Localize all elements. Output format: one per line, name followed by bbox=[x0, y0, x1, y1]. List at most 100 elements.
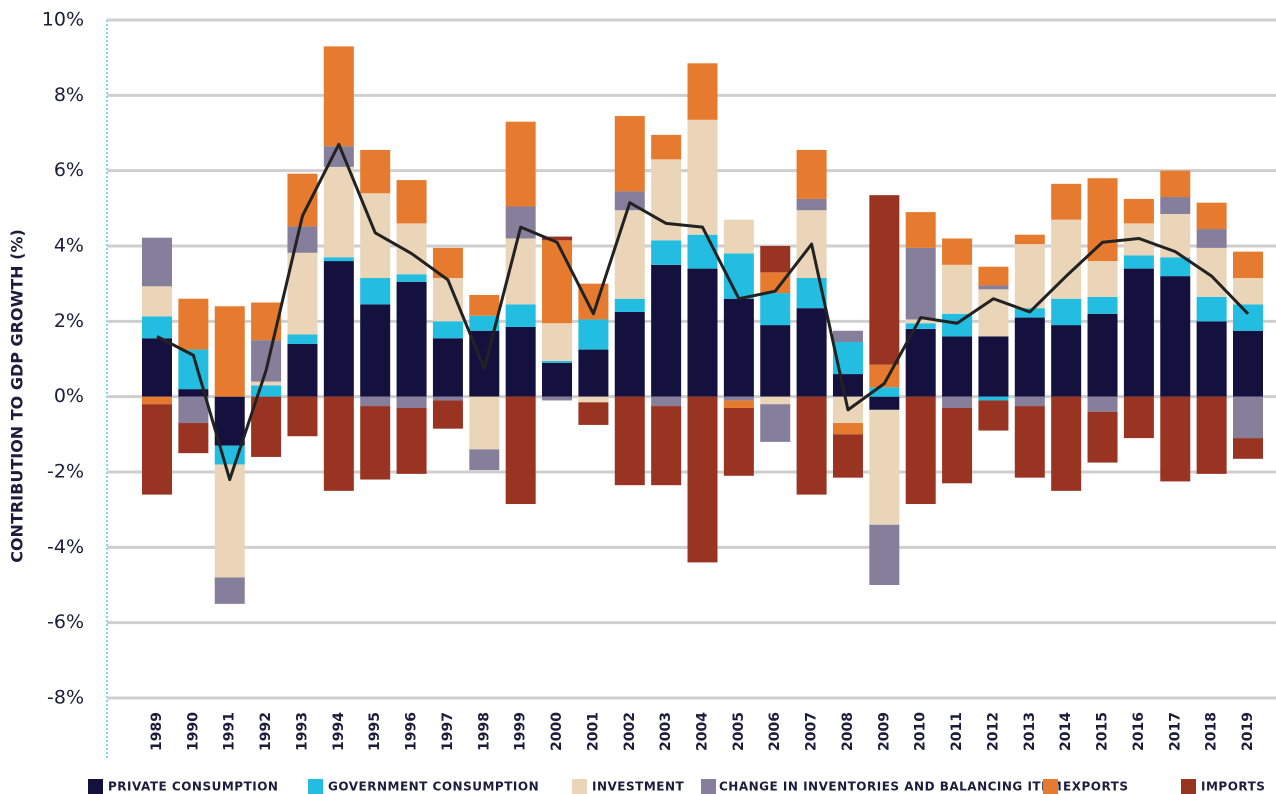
bar-segment bbox=[287, 334, 318, 344]
x-tick-label: 2013 bbox=[1022, 712, 1038, 751]
bar-segment bbox=[1160, 170, 1191, 198]
x-tick-label: 1993 bbox=[294, 712, 310, 751]
bar-segment bbox=[1196, 396, 1227, 474]
bar-segment bbox=[651, 264, 682, 397]
bar-segment bbox=[760, 404, 791, 442]
bar-segment bbox=[723, 298, 754, 397]
bar-segment bbox=[942, 264, 973, 314]
bar-segment bbox=[687, 119, 718, 235]
bar-segment bbox=[469, 449, 500, 471]
x-tick-label: 2011 bbox=[949, 712, 965, 751]
y-tick-label: 0% bbox=[54, 385, 84, 407]
y-tick-label: 10% bbox=[42, 9, 84, 31]
bar-segment bbox=[1123, 268, 1154, 397]
bar-segment bbox=[1123, 198, 1154, 224]
bar-segment bbox=[869, 409, 900, 525]
bar-segment bbox=[1233, 396, 1263, 439]
bar-segment bbox=[1160, 396, 1191, 482]
bar-segment bbox=[505, 206, 536, 239]
bar-segment bbox=[651, 406, 682, 486]
bar-segment bbox=[832, 423, 863, 435]
bar-segment bbox=[687, 396, 718, 563]
bar-segment bbox=[1233, 278, 1263, 305]
bar-segment bbox=[942, 407, 973, 484]
bar-segment bbox=[942, 396, 973, 408]
legend-label: INVESTMENT bbox=[592, 780, 685, 794]
bar-segment bbox=[723, 396, 754, 401]
bar-segment bbox=[214, 396, 245, 446]
x-tick-label: 2017 bbox=[1167, 712, 1183, 751]
bar-segment bbox=[360, 304, 391, 397]
bar-segment bbox=[360, 149, 391, 194]
bar-segment bbox=[542, 396, 573, 401]
bar-segment bbox=[1014, 244, 1045, 309]
bar-segment bbox=[796, 396, 827, 495]
bar-segment bbox=[578, 402, 609, 425]
bar-segment bbox=[396, 281, 427, 397]
x-tick-label: 1989 bbox=[149, 712, 165, 751]
bar-segment bbox=[1233, 251, 1263, 279]
bar-segment bbox=[178, 298, 209, 350]
bar-segment bbox=[796, 198, 827, 211]
bar-segment bbox=[760, 272, 791, 294]
bar-segment bbox=[542, 323, 573, 361]
bar-segment bbox=[1233, 438, 1263, 459]
bar-segment bbox=[323, 261, 354, 397]
bar-segment bbox=[505, 326, 536, 397]
overlay: 1989 1990 1991 1992 1993 1994 1995 1996 1997 1998… bbox=[88, 142, 1265, 794]
x-tick-label: 1998 bbox=[476, 712, 492, 751]
x-tick-label: 2010 bbox=[913, 712, 929, 751]
bar-segment bbox=[1087, 411, 1118, 463]
bar-segment bbox=[905, 328, 936, 397]
bar-segment bbox=[432, 321, 463, 339]
bar-segment bbox=[1196, 202, 1227, 230]
bar-segment bbox=[614, 210, 645, 299]
x-tick-label: 1990 bbox=[185, 712, 201, 751]
bar-segment bbox=[1051, 298, 1082, 326]
bar-segment bbox=[905, 212, 936, 248]
legend-swatch bbox=[88, 779, 103, 794]
bar-segment bbox=[905, 323, 936, 329]
bar-segment bbox=[905, 319, 936, 324]
bar-segment bbox=[323, 396, 354, 491]
bar-segment bbox=[869, 387, 900, 397]
bar-segment bbox=[360, 406, 391, 480]
y-tick-label: 6% bbox=[54, 159, 84, 181]
x-tick-label: 2016 bbox=[1131, 712, 1147, 751]
bar-segment bbox=[1014, 396, 1045, 407]
legend-swatch bbox=[308, 779, 323, 794]
growth-line bbox=[156, 142, 1250, 482]
bar-segment bbox=[687, 63, 718, 120]
bar-segment bbox=[178, 389, 209, 397]
bar-segment bbox=[432, 400, 463, 429]
legend-swatch bbox=[1181, 779, 1196, 794]
bar-segment bbox=[760, 246, 791, 273]
bar-segment bbox=[723, 219, 754, 254]
bar-segment bbox=[1014, 234, 1045, 245]
x-tick-label: 1995 bbox=[367, 712, 383, 751]
bar-segment bbox=[1123, 396, 1154, 439]
y-tick-label: -4% bbox=[47, 536, 84, 558]
bar-segment bbox=[214, 306, 245, 397]
bar-segment bbox=[505, 304, 536, 327]
bar-segment bbox=[796, 308, 827, 397]
bar-segment bbox=[251, 340, 282, 382]
bar-segment bbox=[396, 274, 427, 282]
bar-segment bbox=[869, 195, 900, 365]
legend-label: IMPORTS bbox=[1201, 780, 1265, 794]
bar-segment bbox=[432, 396, 463, 401]
bar-segment bbox=[287, 226, 318, 253]
bar-segment bbox=[1233, 330, 1263, 397]
bar-segment bbox=[360, 396, 391, 407]
x-tick-label: 2008 bbox=[840, 712, 856, 751]
x-tick-label: 2018 bbox=[1204, 712, 1220, 751]
bar-segment bbox=[432, 278, 463, 322]
bar-segment bbox=[978, 266, 1009, 286]
bar-segment bbox=[578, 349, 609, 397]
bar-segment bbox=[942, 336, 973, 397]
bar-segment bbox=[832, 434, 863, 478]
x-tick-label: 2012 bbox=[985, 712, 1001, 751]
bar-segment bbox=[142, 404, 172, 495]
bar-segment bbox=[1051, 325, 1082, 397]
bar-segment bbox=[469, 294, 500, 316]
